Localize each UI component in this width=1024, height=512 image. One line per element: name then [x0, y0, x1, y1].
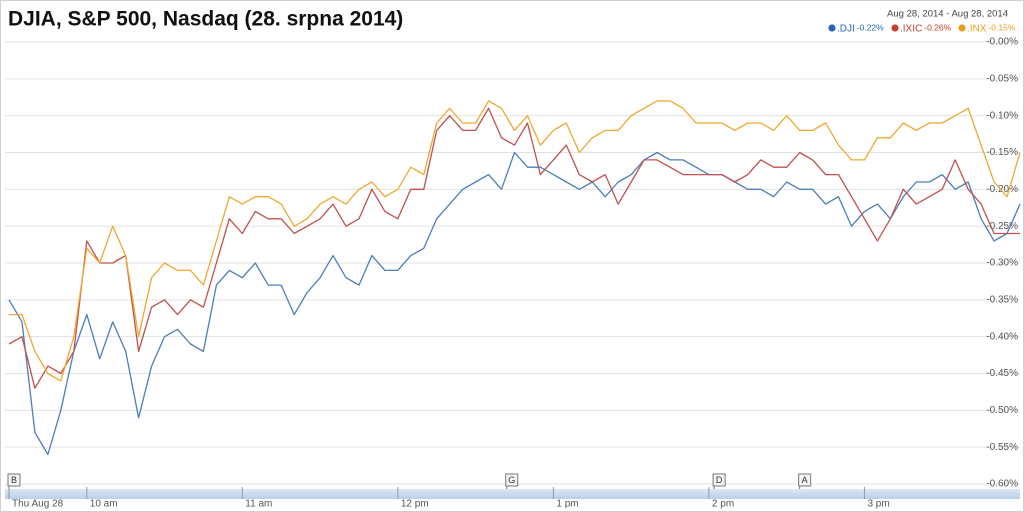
x-tick-label: 2 pm [712, 499, 734, 510]
legend-change: -0.22% [857, 23, 884, 33]
y-tick-label: -0.35% [986, 294, 1018, 305]
x-tick-label: 11 am [245, 499, 272, 510]
flag-label: B [11, 475, 17, 485]
y-tick-label: -0.55% [986, 442, 1018, 453]
legend-entry: .DJI -0.22% [837, 23, 884, 34]
y-tick-label: -0.20% [986, 184, 1018, 195]
flag-label: G [508, 475, 515, 485]
legend-change: -0.15% [988, 23, 1015, 33]
y-tick-label: -0.30% [986, 258, 1018, 269]
flag-box [712, 473, 726, 487]
flag-box [798, 473, 812, 487]
series-line [8, 151, 1021, 456]
y-tick-label: -0.40% [986, 331, 1018, 342]
legend-dot [891, 24, 899, 32]
date-range: Aug 28, 2014 - Aug 28, 2014 [887, 9, 1008, 20]
legend-name: .DJI [837, 23, 855, 34]
flag-box [7, 473, 21, 487]
x-tick-label: 3 pm [867, 499, 889, 510]
y-tick-label: -0.05% [986, 73, 1018, 84]
series-line [9, 100, 1021, 382]
legend-name: .IXIC [900, 23, 922, 34]
x-tick-label: 1 pm [556, 499, 578, 510]
legend-name: .INX [967, 23, 987, 34]
y-tick-label: -0.25% [986, 221, 1018, 232]
legend-entry: .INX -0.15% [967, 23, 1016, 34]
y-tick-label: -0.60% [986, 479, 1018, 490]
y-tick-label: -0.50% [986, 405, 1018, 416]
x-tick-label: 12 pm [401, 499, 429, 510]
x-tick-label: Thu Aug 28 [12, 499, 64, 510]
y-tick-label: -0.45% [986, 368, 1018, 379]
x-axis-band [5, 489, 1020, 499]
y-tick-label: -0.10% [986, 110, 1018, 121]
legend-dot [828, 24, 836, 32]
y-tick-label: -0.00% [986, 37, 1018, 48]
chart-title: DJIA, S&P 500, Nasdaq (28. srpna 2014) [8, 8, 403, 31]
flag-label: A [802, 475, 808, 485]
x-tick-label: 10 am [90, 499, 118, 510]
legend-entry: .IXIC -0.26% [900, 23, 952, 34]
series-line [8, 107, 1020, 389]
y-tick-label: -0.15% [986, 147, 1018, 158]
legend-change: -0.26% [924, 23, 951, 33]
legend-dot [958, 24, 966, 32]
flag-box [505, 473, 519, 487]
flag-label: D [716, 475, 723, 485]
